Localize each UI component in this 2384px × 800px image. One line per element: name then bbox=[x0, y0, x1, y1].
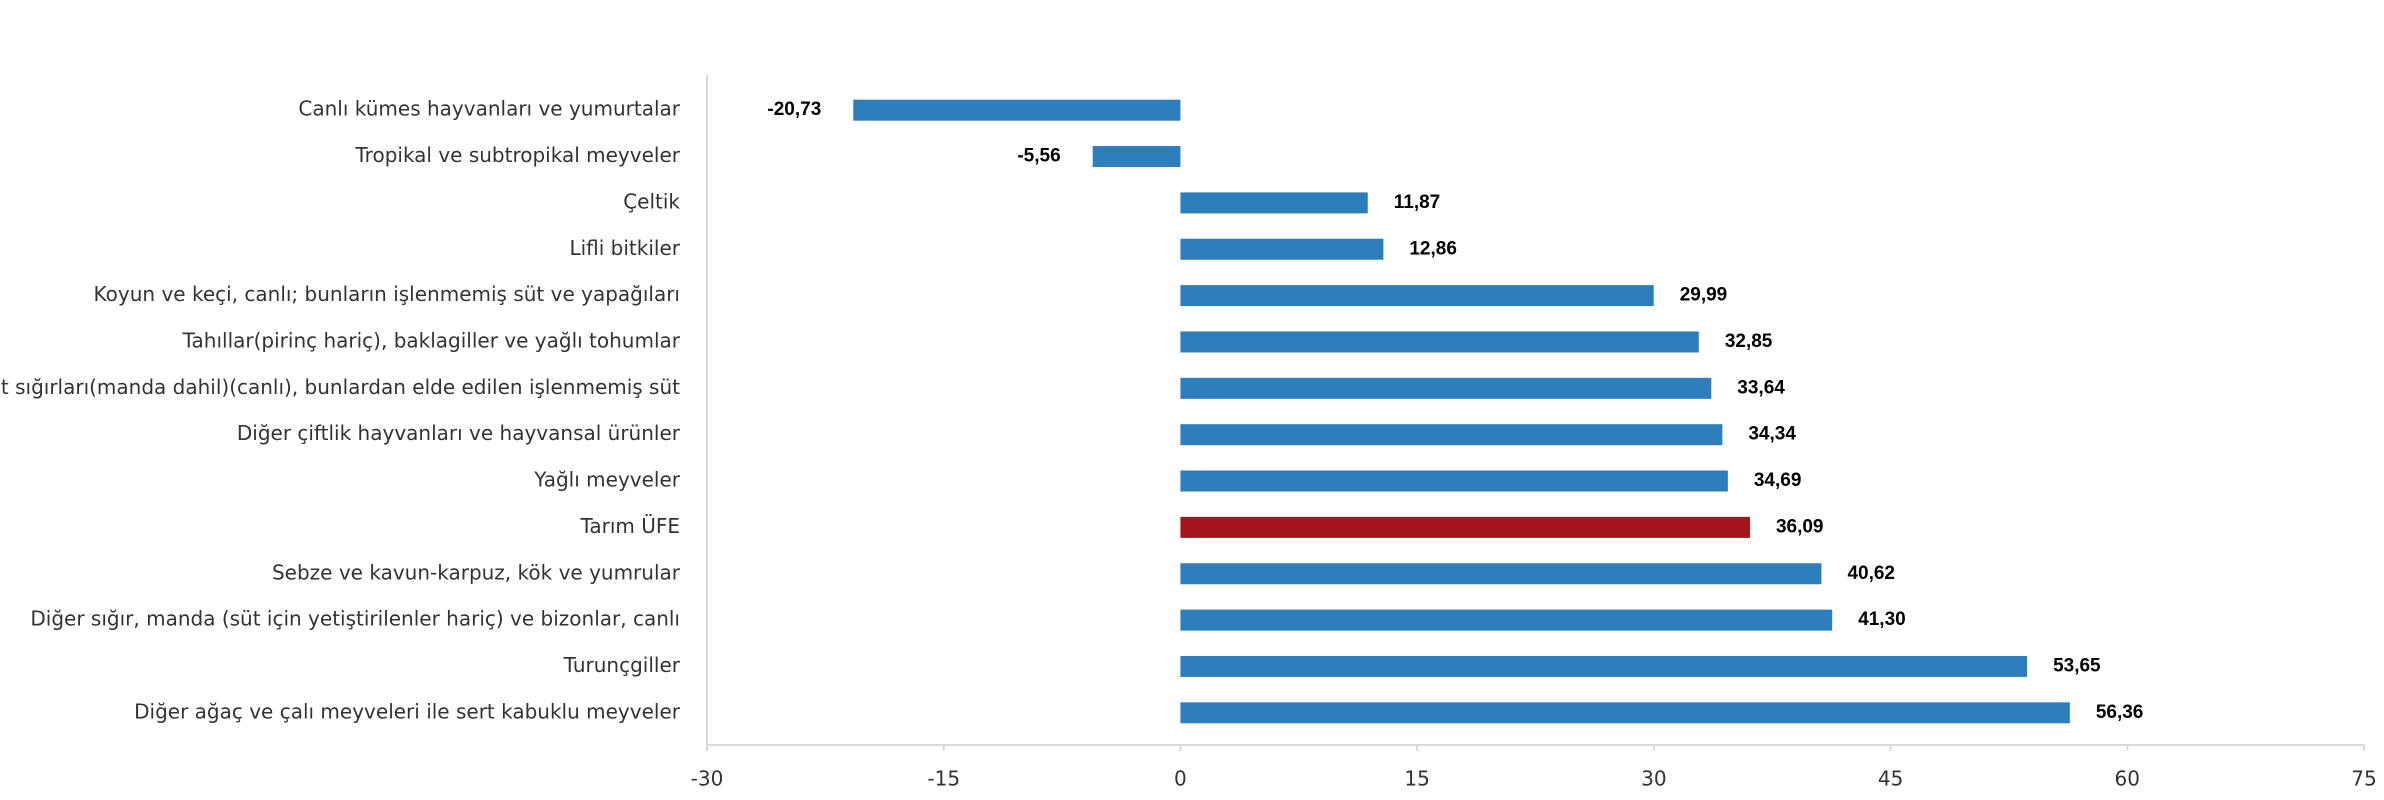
bar bbox=[1092, 146, 1181, 168]
bar bbox=[1180, 377, 1712, 399]
bar bbox=[1180, 192, 1368, 214]
value-label: 33,64 bbox=[1737, 377, 1785, 398]
value-label: 34,69 bbox=[1754, 470, 1802, 491]
value-label: 36,09 bbox=[1776, 516, 1824, 537]
x-tick-label: 45 bbox=[1878, 767, 1903, 791]
x-tick-label: -15 bbox=[927, 767, 960, 791]
value-label: 56,36 bbox=[2096, 702, 2144, 723]
x-tick-label: 30 bbox=[1641, 767, 1666, 791]
value-label: 29,99 bbox=[1680, 285, 1728, 306]
x-tick-label: 0 bbox=[1174, 767, 1187, 791]
value-label: 53,65 bbox=[2053, 655, 2101, 676]
category-label: Canlı kümes hayvanları ve yumurtalar bbox=[298, 97, 680, 121]
value-label: 32,85 bbox=[1725, 331, 1773, 352]
category-label: Diğer ağaç ve çalı meyveleri ile sert ka… bbox=[134, 699, 681, 723]
value-label: 41,30 bbox=[1858, 609, 1906, 630]
bar bbox=[1180, 563, 1822, 585]
x-tick-label: -30 bbox=[691, 767, 724, 791]
bar bbox=[1180, 285, 1654, 307]
bar bbox=[853, 99, 1181, 121]
category-label: Diğer sığır, manda (süt için yetiştirile… bbox=[30, 607, 680, 631]
value-label: 12,86 bbox=[1409, 238, 1457, 259]
x-tick-label: 15 bbox=[1404, 767, 1429, 791]
bar bbox=[1180, 516, 1750, 538]
category-label: Diğer çiftlik hayvanları ve hayvansal ür… bbox=[237, 421, 681, 445]
category-label: Çeltik bbox=[623, 189, 680, 213]
category-label: Tarım ÜFE bbox=[579, 514, 680, 538]
category-label: Sebze ve kavun-karpuz, kök ve yumrular bbox=[272, 560, 681, 584]
x-tick-label: 60 bbox=[2115, 767, 2140, 791]
bar bbox=[1180, 331, 1699, 353]
bar bbox=[1180, 702, 2070, 724]
value-label: 11,87 bbox=[1394, 192, 1441, 213]
value-label: 40,62 bbox=[1847, 563, 1895, 584]
category-label: Turunçgiller bbox=[563, 653, 681, 677]
bar bbox=[1180, 470, 1728, 492]
bar bbox=[1180, 655, 2028, 677]
bar bbox=[1180, 609, 1833, 631]
category-label: Lifli bitkiler bbox=[569, 236, 680, 260]
bar bbox=[1180, 424, 1723, 446]
x-tick-label: 75 bbox=[2351, 767, 2376, 791]
value-label: 34,34 bbox=[1748, 424, 1796, 445]
value-label: -5,56 bbox=[1017, 146, 1060, 167]
category-label: Koyun ve keçi, canlı; bunların işlenmemi… bbox=[94, 282, 680, 306]
value-label: -20,73 bbox=[767, 99, 821, 120]
category-label: Yağlı meyveler bbox=[533, 468, 681, 492]
category-label: Tahıllar(pirinç hariç), baklagiller ve y… bbox=[182, 328, 681, 352]
category-label: Süt sığırları(manda dahil)(canlı), bunla… bbox=[0, 375, 680, 399]
bar bbox=[1180, 238, 1384, 260]
category-label: Tropikal ve subtropikal meyveler bbox=[354, 143, 680, 167]
